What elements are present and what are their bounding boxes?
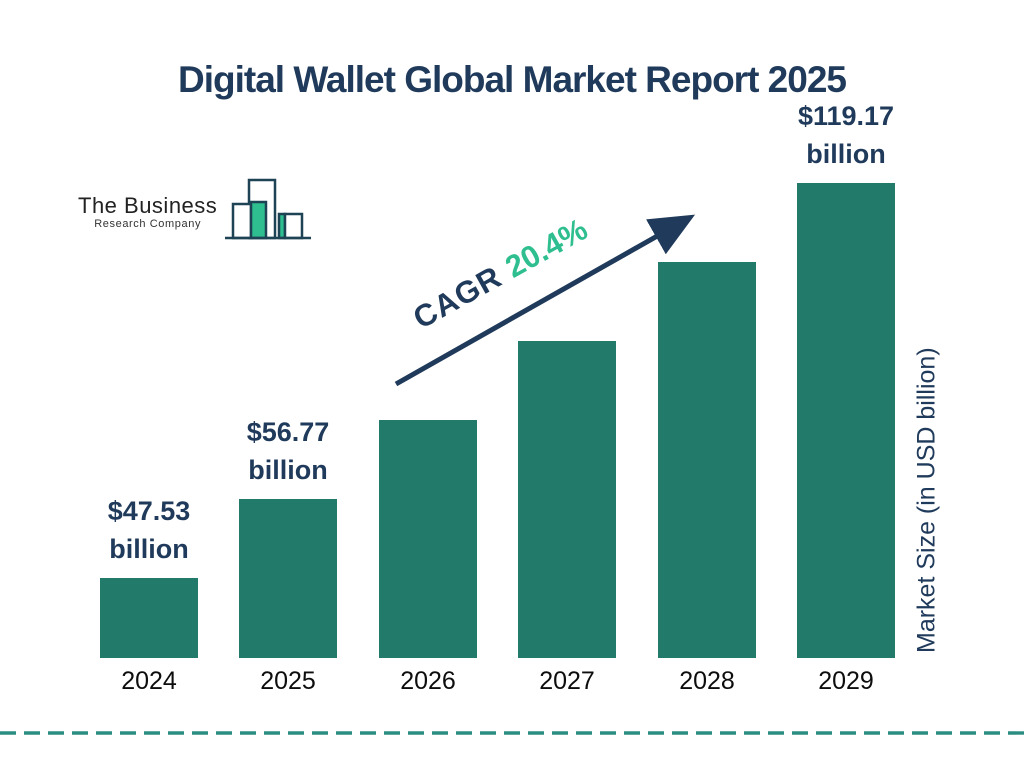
x-axis-label-2027: 2027 <box>539 667 595 695</box>
value-label-2025: $56.77 billion <box>247 413 330 489</box>
x-axis-label-2029: 2029 <box>818 667 874 695</box>
x-axis-label-2026: 2026 <box>400 667 456 695</box>
value-label-line: $56.77 <box>246 417 330 447</box>
value-label-2029: $119.17 billion <box>798 97 894 173</box>
value-label-line: $119.17 <box>797 101 895 131</box>
bar-chart-logo-icon <box>225 178 312 240</box>
value-label-line: billion <box>806 139 886 169</box>
value-label-line: billion <box>248 455 328 485</box>
value-label-2024: $47.53 billion <box>108 492 191 568</box>
company-subname: Research Company <box>94 218 202 230</box>
bar-2024: 2024 $47.53 billion <box>100 496 198 695</box>
bar-2025: 2025 $56.77 billion <box>239 417 337 695</box>
growth-arrow-icon <box>394 214 696 387</box>
company-name: The Business <box>78 193 218 218</box>
x-axis-label-2025: 2025 <box>260 667 316 695</box>
bar-2029: 2029 $119.17 billion <box>797 101 895 695</box>
value-label-line: billion <box>109 534 189 564</box>
x-axis-label-2028: 2028 <box>679 667 735 695</box>
y-axis-label: Market Size (in USD billion) <box>912 347 941 653</box>
bar-2028: 2028 <box>658 262 756 695</box>
page-title: Digital Wallet Global Market Report 2025 <box>178 58 847 100</box>
company-logo: The Business Research Company <box>78 176 314 244</box>
company-logo-text: The Business Research Company <box>78 193 217 244</box>
bar-2027: 2027 <box>518 341 616 695</box>
value-label-line: $47.53 <box>107 496 191 526</box>
bottom-dashed-divider <box>0 731 1024 735</box>
bar-2026: 2026 <box>379 420 477 695</box>
x-axis-label-2024: 2024 <box>121 667 177 695</box>
